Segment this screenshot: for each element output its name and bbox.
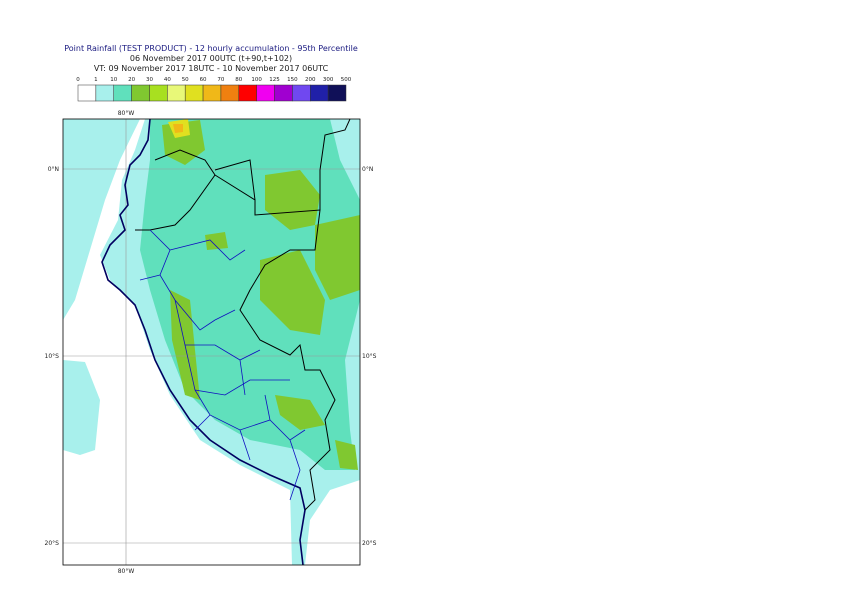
legend-label: 10: [110, 77, 117, 83]
legend-label: 500: [341, 77, 352, 83]
legend-label: 125: [269, 77, 280, 83]
legend-swatch: [167, 84, 186, 102]
legend-swatch: [113, 84, 132, 102]
lon-label: 80°W: [118, 110, 135, 117]
legend-swatch: [95, 84, 114, 102]
legend-swatch: [274, 84, 293, 102]
coastline: [101, 119, 306, 565]
map-frame: [62, 118, 361, 566]
lat-label: 10°S: [45, 353, 60, 360]
base-time: 06 November 2017 00UTC (t+90,t+102): [130, 54, 292, 63]
legend-label: 300: [323, 77, 334, 83]
lat-label: 0°N: [48, 166, 59, 173]
valid-time: VT: 09 November 2017 18UTC - 10 November…: [94, 64, 329, 73]
lat-labels: 0°N 0°N 10°S 10°S 20°S 20°S: [45, 166, 377, 547]
legend-swatch: [292, 84, 311, 102]
legend-label: 0: [76, 77, 80, 83]
rain-area: [162, 120, 360, 470]
legend-label: 60: [200, 77, 207, 83]
legend-swatch: [184, 84, 204, 102]
legend-swatch: [256, 84, 275, 102]
legend-label: 20: [128, 77, 135, 83]
legend-swatch: [310, 84, 329, 102]
legend-swatch: [149, 84, 168, 102]
legend-swatch: [238, 84, 257, 102]
legend-label: 150: [287, 77, 298, 83]
country-border: [135, 119, 351, 511]
legend-swatch: [77, 84, 97, 102]
legend-label: 50: [182, 77, 189, 83]
rain-area: [173, 124, 183, 133]
lat-label: 20°S: [362, 540, 377, 547]
legend-label: 100: [251, 77, 262, 83]
legend-swatch: [131, 84, 150, 102]
title: Point Rainfall (TEST PRODUCT) - 12 hourl…: [64, 44, 358, 53]
legend-label: 80: [235, 77, 242, 83]
rain-area: [63, 360, 100, 455]
map: 80°W 80°W 0°N 0°N 10°S 10°S 20°S 20°S: [45, 110, 377, 575]
legend-swatch: [202, 84, 222, 102]
lat-label: 10°S: [362, 353, 377, 360]
region-border: [139, 229, 306, 501]
lat-label: 20°S: [45, 540, 60, 547]
lat-label: 0°N: [362, 166, 373, 173]
legend-swatch: [327, 84, 347, 102]
legend-label: 40: [164, 77, 171, 83]
legend: 0 1 10 20 30 40 50 60 70 80 100 125 150 200 300 500: [76, 77, 352, 102]
lon-label: 80°W: [118, 568, 135, 575]
legend-label: 30: [146, 77, 153, 83]
legend-label: 1: [94, 77, 98, 83]
legend-label: 70: [217, 77, 224, 83]
legend-swatch: [220, 84, 240, 102]
legend-label: 200: [305, 77, 316, 83]
